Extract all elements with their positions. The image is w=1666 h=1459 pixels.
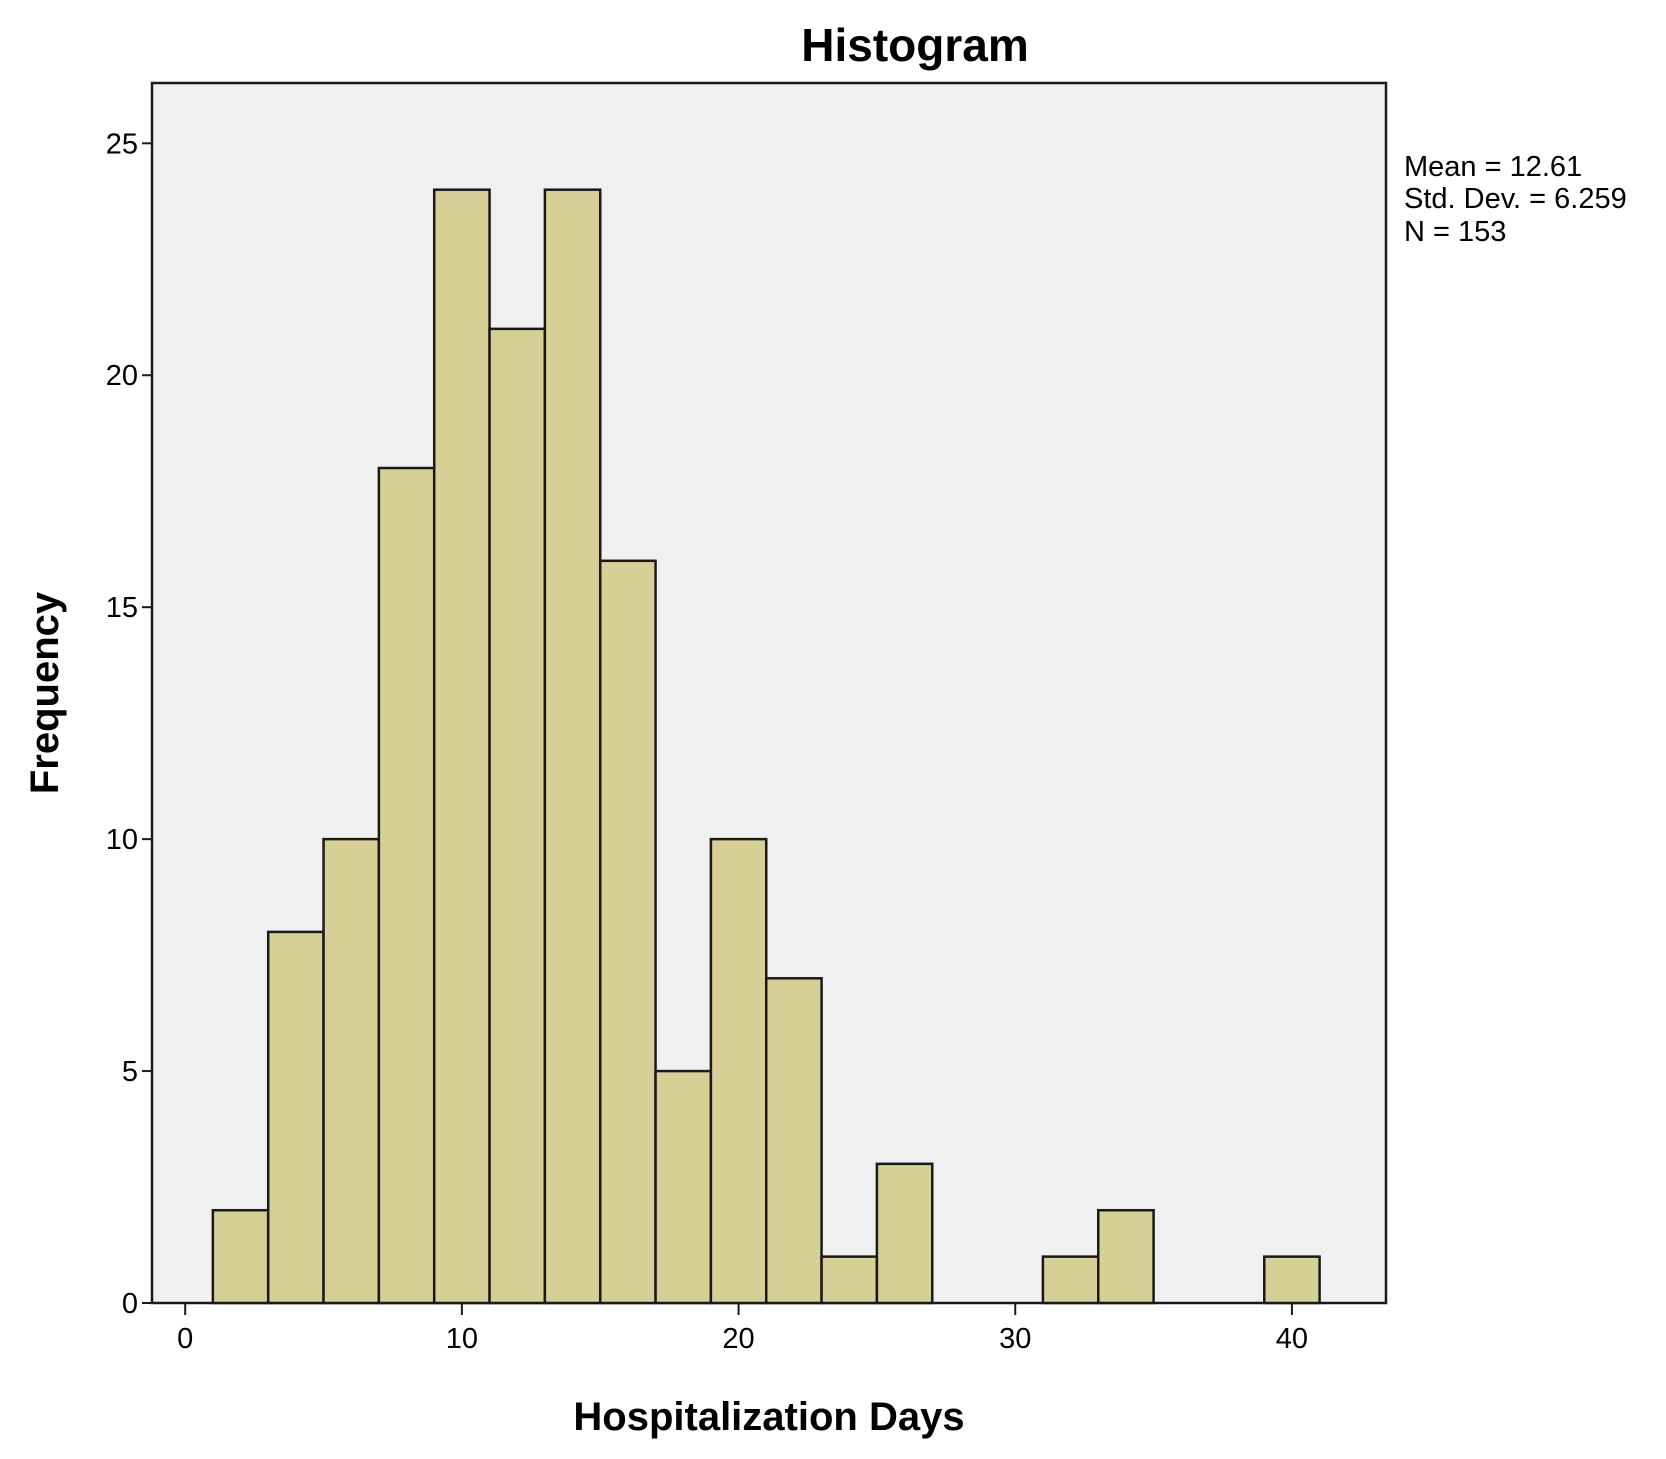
histogram-bar bbox=[875, 1162, 934, 1305]
y-tick-label: 20 bbox=[106, 360, 138, 392]
histogram-bars bbox=[211, 188, 1321, 1305]
x-axis: 0 10 20 30 40 bbox=[177, 1303, 1308, 1355]
histogram-bar bbox=[432, 188, 491, 1305]
x-tick-label: 10 bbox=[446, 1323, 478, 1355]
stat-n: N = 153 bbox=[1404, 216, 1506, 248]
y-axis-title: Frequency bbox=[23, 591, 67, 794]
histogram-bar bbox=[654, 1069, 713, 1305]
y-tick-label: 25 bbox=[106, 128, 138, 160]
y-tick-label: 15 bbox=[106, 592, 138, 624]
stat-mean: Mean = 12.61 bbox=[1404, 151, 1582, 183]
histogram-bar bbox=[598, 559, 657, 1305]
histogram-bar bbox=[820, 1255, 879, 1305]
histogram-bar bbox=[1097, 1208, 1155, 1305]
histogram-bar bbox=[1041, 1255, 1100, 1305]
histogram-bar bbox=[322, 837, 381, 1305]
y-tick-label: 10 bbox=[106, 824, 138, 856]
histogram-bar bbox=[764, 977, 823, 1305]
histogram-bar bbox=[543, 188, 602, 1305]
x-tick-label: 20 bbox=[722, 1323, 754, 1355]
y-tick-label: 0 bbox=[122, 1288, 138, 1320]
histogram-bar bbox=[1263, 1255, 1321, 1305]
histogram-bar bbox=[211, 1208, 270, 1305]
x-tick-label: 30 bbox=[999, 1323, 1031, 1355]
summary-statistics: Mean = 12.61 Std. Dev. = 6.259 N = 153 bbox=[1404, 151, 1627, 248]
stat-std-dev: Std. Dev. = 6.259 bbox=[1404, 183, 1627, 215]
histogram-bar bbox=[266, 930, 325, 1305]
chart-title: Histogram bbox=[801, 19, 1028, 71]
x-axis-title: Hospitalization Days bbox=[573, 1395, 964, 1439]
histogram-bar bbox=[377, 466, 436, 1305]
histogram-bar bbox=[709, 837, 768, 1305]
y-tick-label: 5 bbox=[122, 1056, 138, 1088]
histogram-bar bbox=[488, 327, 547, 1305]
x-tick-label: 0 bbox=[177, 1323, 193, 1355]
y-axis: 0 5 10 15 20 25 bbox=[106, 128, 152, 1320]
x-tick-label: 40 bbox=[1276, 1323, 1308, 1355]
